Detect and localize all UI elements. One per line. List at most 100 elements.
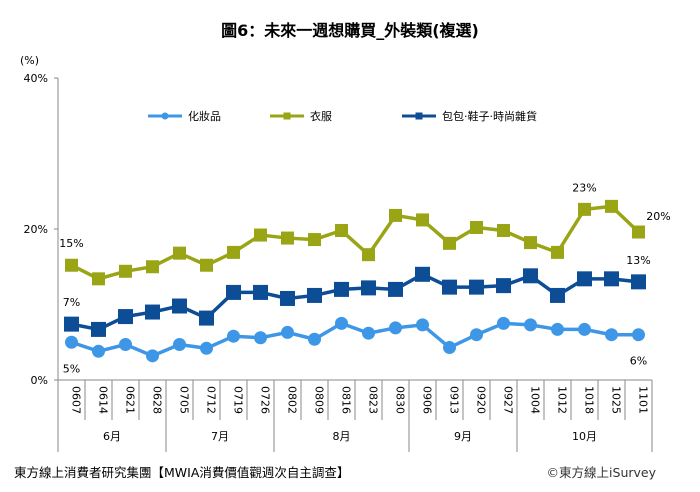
- data-point: [227, 329, 240, 343]
- series-line: [71, 272, 639, 332]
- data-point: [524, 236, 537, 250]
- data-point: [497, 224, 510, 238]
- series-line: [70, 321, 639, 358]
- data-point: [415, 266, 430, 282]
- data-point: [200, 341, 213, 355]
- series-layer: [64, 199, 646, 363]
- month-label: 6月: [103, 430, 121, 443]
- data-point: [523, 268, 538, 284]
- x-tick-label: 1025: [610, 386, 623, 414]
- data-point: [254, 228, 267, 242]
- data-point: [632, 328, 645, 342]
- data-label: 15%: [59, 237, 83, 250]
- data-point: [389, 321, 402, 335]
- legend-label: 化妝品: [188, 109, 221, 123]
- data-point: [496, 278, 511, 294]
- x-tick-label: 0614: [97, 386, 110, 414]
- data-point: [497, 316, 510, 330]
- data-point: [470, 328, 483, 342]
- legend-marker: [415, 112, 423, 120]
- data-point: [227, 245, 240, 259]
- data-point: [64, 316, 79, 332]
- data-point: [524, 318, 537, 332]
- data-point: [551, 245, 564, 259]
- data-point: [253, 284, 268, 300]
- x-tick-label: 0802: [286, 386, 299, 414]
- data-point: [280, 290, 295, 306]
- data-point: [605, 328, 618, 342]
- data-point: [605, 199, 618, 213]
- y-tick-label: 40%: [24, 72, 48, 85]
- data-point: [577, 271, 592, 287]
- legend-label: 衣服: [310, 109, 332, 123]
- data-label: 5%: [63, 362, 80, 375]
- data-point: [200, 258, 213, 272]
- y-tick-label: 20%: [24, 223, 48, 236]
- data-point: [578, 202, 591, 216]
- data-point: [173, 338, 186, 352]
- data-point: [254, 331, 267, 345]
- data-point: [173, 246, 186, 260]
- x-tick-label: 0705: [178, 386, 191, 414]
- series-line: [70, 204, 640, 281]
- x-tick-label: 0816: [340, 386, 353, 414]
- data-point: [416, 213, 429, 227]
- data-point: [631, 274, 646, 290]
- x-tick-label: 0621: [124, 386, 137, 414]
- data-point: [469, 279, 484, 295]
- data-label: 13%: [626, 254, 650, 267]
- data-label: 6%: [630, 355, 647, 368]
- data-point: [416, 318, 429, 332]
- data-point: [632, 225, 645, 239]
- data-point: [145, 304, 160, 320]
- x-tick-label: 0927: [502, 386, 515, 414]
- x-tick-label: 1012: [556, 386, 569, 414]
- month-label: 8月: [333, 430, 351, 443]
- data-point: [118, 309, 133, 325]
- month-label: 7月: [211, 430, 229, 443]
- data-point: [551, 322, 564, 336]
- x-tick-label: 0809: [313, 386, 326, 414]
- x-tick-label: 1101: [637, 386, 650, 414]
- chart-title: 圖6：未來一週想購買_外裝類(複選): [221, 21, 479, 40]
- data-point: [361, 280, 376, 296]
- data-point: [307, 287, 322, 303]
- data-point: [388, 281, 403, 297]
- data-point: [550, 287, 565, 303]
- x-tick-label: 1004: [529, 386, 542, 414]
- data-point: [65, 335, 78, 349]
- x-tick-label: 0712: [205, 386, 218, 414]
- data-label: 23%: [572, 181, 596, 194]
- data-point: [335, 316, 348, 330]
- data-point: [119, 338, 132, 352]
- source-note: 東方線上消費者研究集團【MWIA消費價值觀週次自主調查】: [14, 465, 350, 480]
- data-point: [281, 231, 294, 245]
- data-label: 7%: [63, 296, 80, 309]
- data-point: [91, 321, 106, 337]
- data-point: [578, 322, 591, 336]
- data-point: [308, 233, 321, 247]
- x-tick-label: 0906: [421, 386, 434, 414]
- x-tick-label: 0920: [475, 386, 488, 414]
- x-tick-label: 1018: [583, 386, 596, 414]
- data-point: [146, 260, 159, 274]
- legend-label: 包包‧鞋子‧時尚雜貨: [442, 109, 537, 123]
- data-point: [92, 272, 105, 286]
- x-tick-label: 0830: [394, 386, 407, 414]
- y-axis-unit: (%): [20, 54, 39, 67]
- legend-marker: [161, 112, 169, 120]
- x-tick-label: 0726: [259, 386, 272, 414]
- legend-marker: [283, 112, 291, 120]
- data-point: [335, 224, 348, 238]
- data-point: [470, 220, 483, 234]
- month-label: 10月: [572, 430, 597, 443]
- credit-note: ©東方線上iSurvey: [546, 465, 656, 480]
- data-point: [92, 344, 105, 358]
- data-point: [146, 349, 159, 363]
- data-point: [362, 326, 375, 340]
- data-point: [604, 271, 619, 287]
- x-tick-label: 0823: [367, 386, 380, 414]
- data-point: [172, 298, 187, 314]
- data-point: [199, 310, 214, 326]
